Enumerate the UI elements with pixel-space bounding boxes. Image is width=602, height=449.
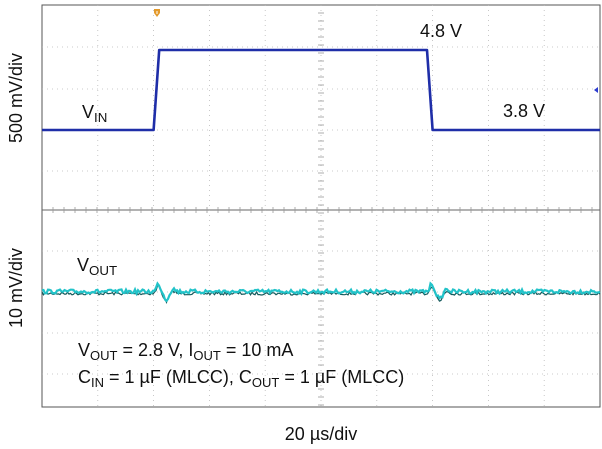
ch1-level-marker-icon xyxy=(594,87,598,93)
x-axis-label: 20 µs/div xyxy=(285,424,357,444)
test-condition-line: VOUT = 2.8 V, IOUT = 10 mA xyxy=(78,340,293,363)
grid xyxy=(41,4,601,408)
vout-trace-shadow xyxy=(41,284,601,305)
labels: 500 mV/div 10 mV/div 20 µs/div VIN VOUT 4.8 V… xyxy=(6,21,545,444)
vin-trace xyxy=(42,48,600,132)
vin-label: VIN xyxy=(82,102,107,125)
vin-level-annotation: 4.8 V xyxy=(420,21,462,41)
test-condition-line: CIN = 1 µF (MLCC), COUT = 1 µF (MLCC) xyxy=(78,367,404,390)
y-axis-label-vin: 500 mV/div xyxy=(6,53,26,143)
vout-trace xyxy=(41,281,601,303)
markers xyxy=(154,9,598,93)
traces xyxy=(41,48,601,305)
vin-level-annotation: 3.8 V xyxy=(503,101,545,121)
y-axis-label-vout: 10 mV/div xyxy=(6,248,26,328)
vout-label: VOUT xyxy=(77,255,117,278)
